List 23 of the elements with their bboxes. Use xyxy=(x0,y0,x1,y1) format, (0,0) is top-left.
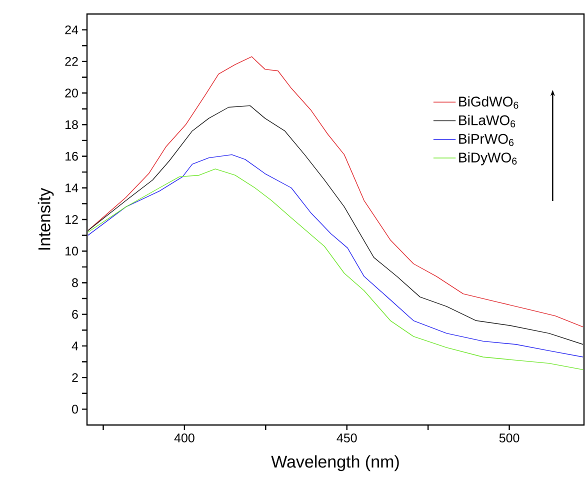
legend-label: BiPrWO$_{6}$ xyxy=(459,134,514,146)
y-tick-label: 6 xyxy=(72,310,78,319)
y-tick-label: 8 xyxy=(72,278,78,288)
x-axis-title: Wavelength (nm) xyxy=(271,455,399,472)
line-series xyxy=(88,56,584,328)
y-tick-label: 4 xyxy=(72,342,78,350)
y-tick-label: 22 xyxy=(65,57,78,66)
legend-label: BiDyWO$_{6}$ xyxy=(459,152,517,166)
x-tick-label: 400 xyxy=(174,434,194,442)
y-tick-label: 0 xyxy=(72,404,78,414)
legend-label: BiLaWO$_{6}$ xyxy=(459,114,516,128)
legend-label: BiGdWO$_{6}$ xyxy=(459,96,518,109)
y-tick-label: 20 xyxy=(65,88,78,98)
y-tick-label: 10 xyxy=(66,246,78,256)
y-tick-label: 24 xyxy=(65,25,78,34)
y-tick-label: 14 xyxy=(66,184,78,192)
y-tick-label: 12 xyxy=(66,215,78,224)
y-tick-label: 18 xyxy=(66,120,78,130)
y-tick-label: 16 xyxy=(66,152,78,161)
x-tick-label: 450 xyxy=(336,434,357,442)
y-axis-title: Intensity xyxy=(38,188,54,250)
y-tick-label: 2 xyxy=(72,373,78,382)
x-tick-label: 500 xyxy=(499,434,520,442)
